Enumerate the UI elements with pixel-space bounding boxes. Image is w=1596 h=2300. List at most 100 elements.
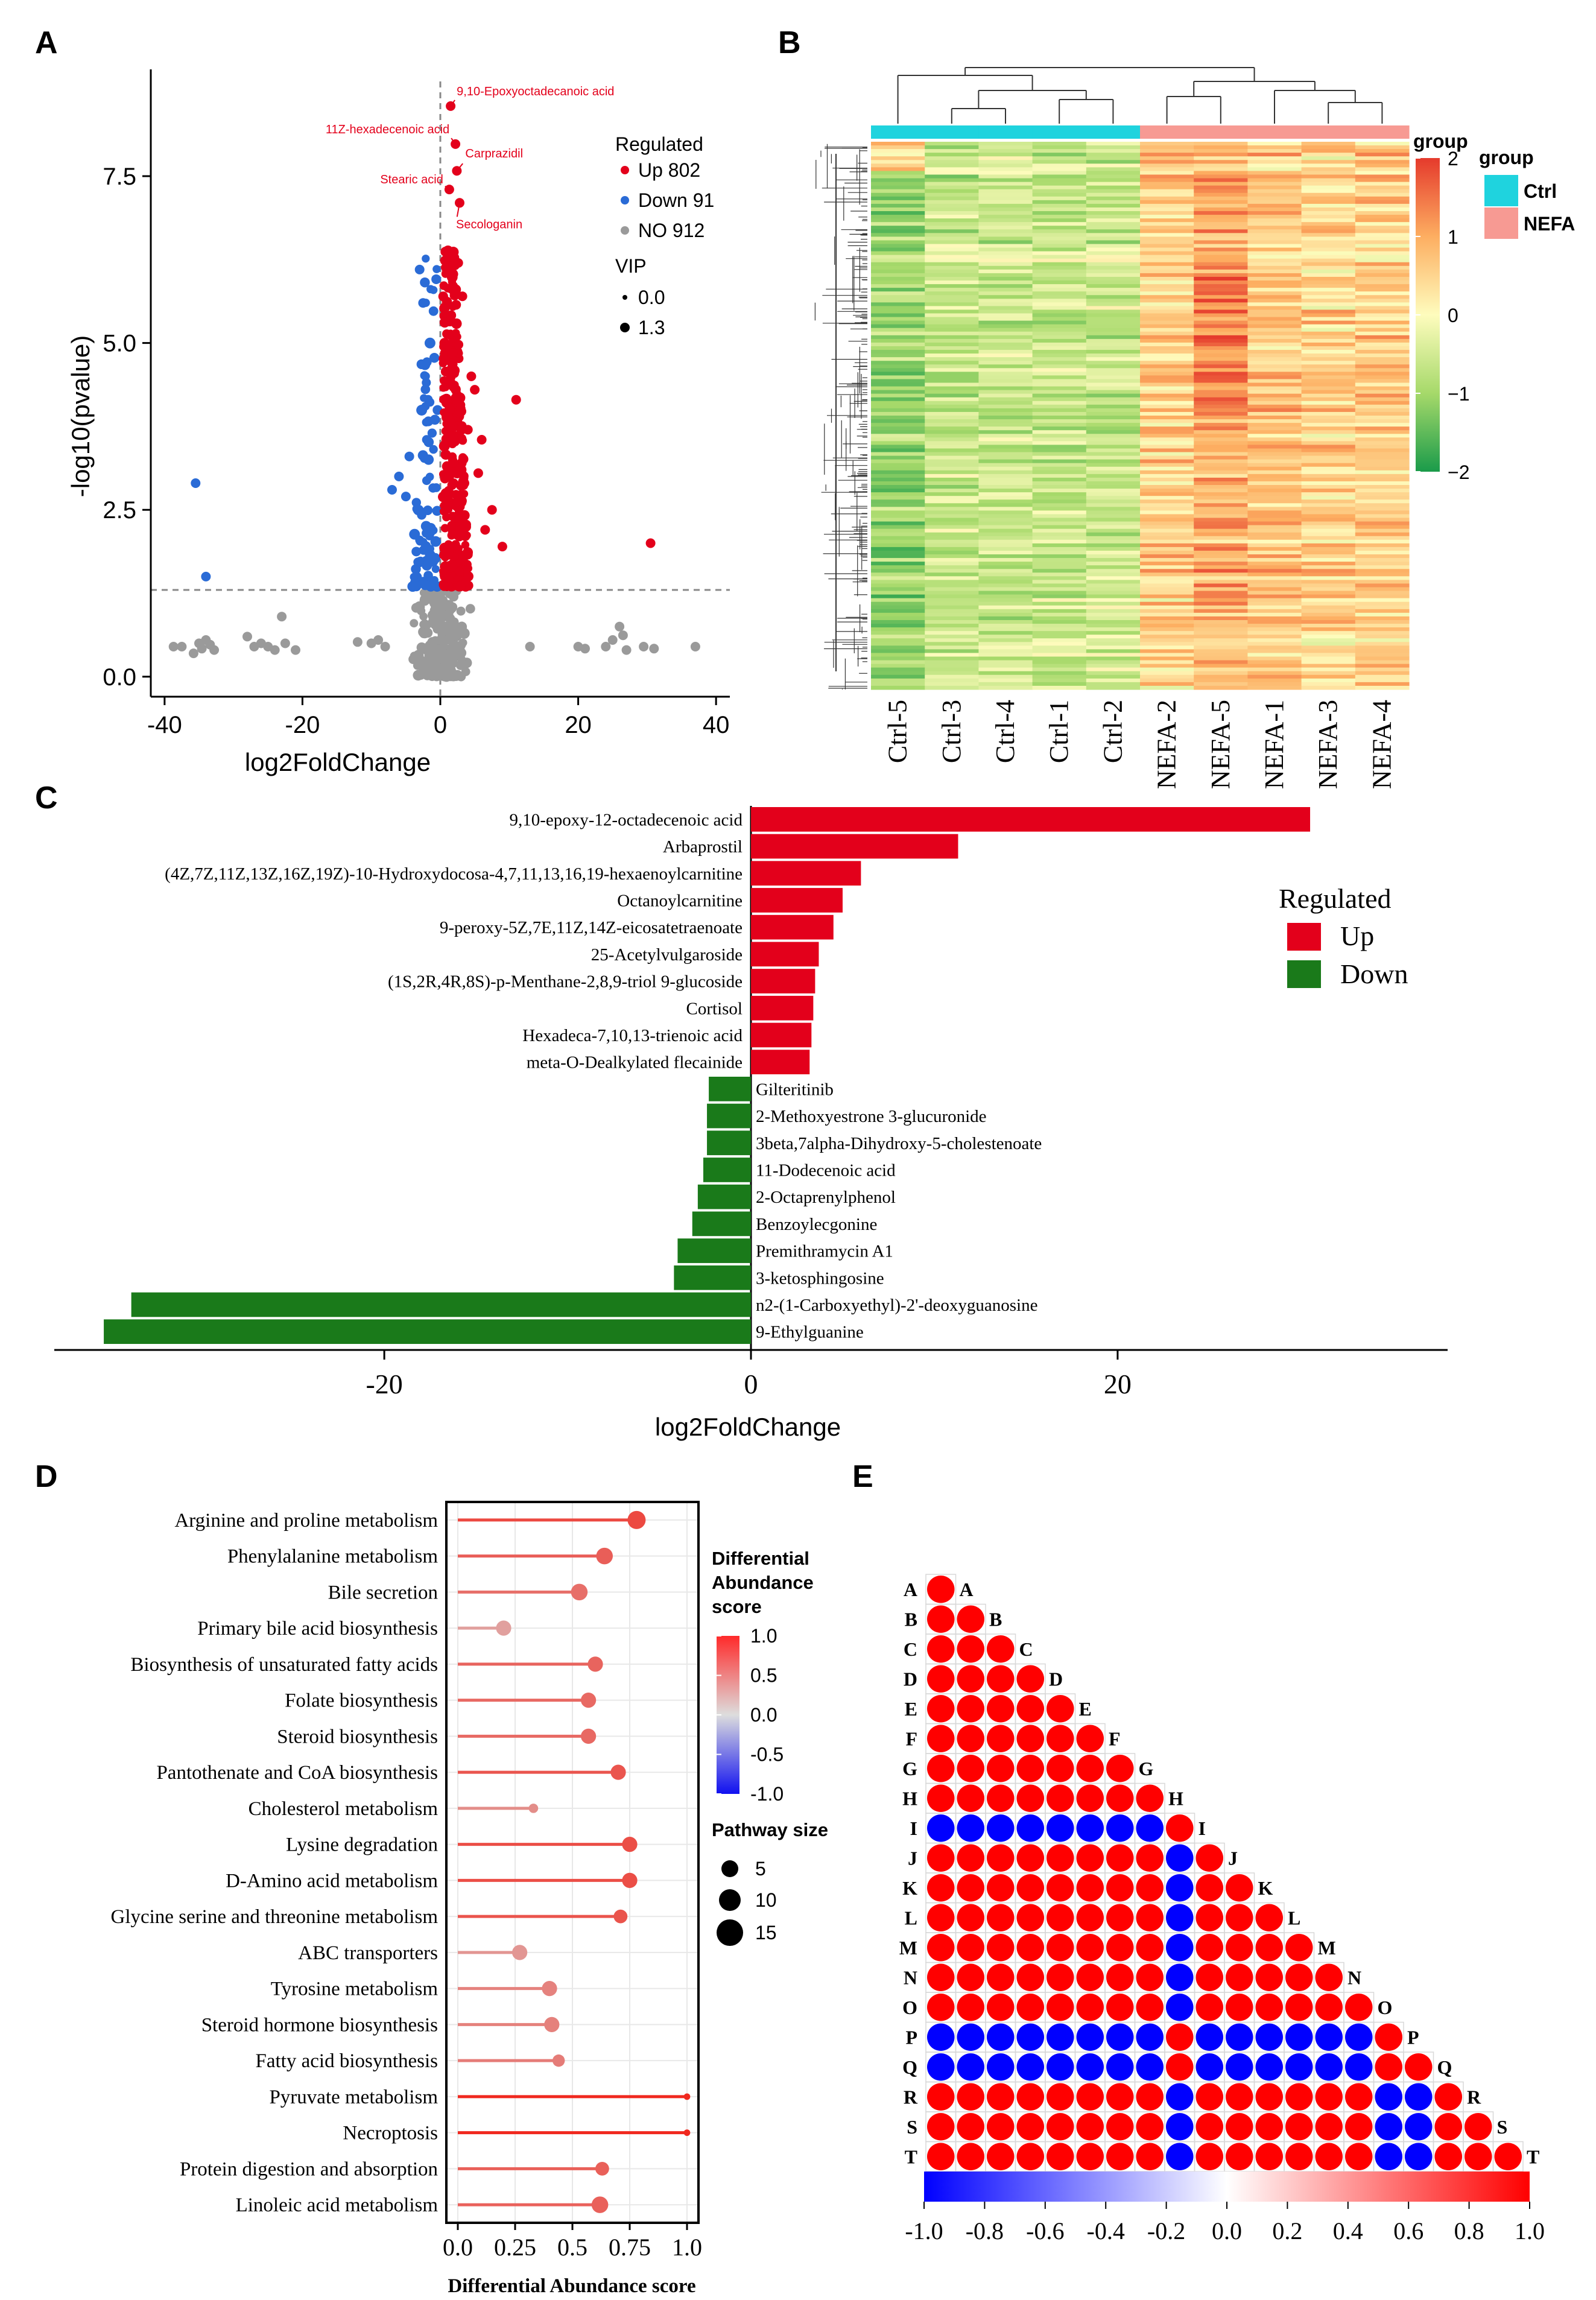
heatmap-cell (925, 594, 979, 599)
heatmap-cell (1140, 562, 1194, 566)
corr-circle (957, 2112, 985, 2141)
corr-circle (926, 2083, 955, 2111)
heatmap-cell (1140, 496, 1194, 500)
heatmap-cell (1140, 635, 1194, 639)
volcano-point-up (452, 498, 461, 507)
group-annotation-bar (871, 125, 1410, 139)
heatmap-cell (1194, 309, 1248, 314)
group-bar-cell (1032, 125, 1087, 139)
heatmap-cell (1194, 346, 1248, 350)
heatmap-cell (1140, 178, 1194, 183)
volcano-point-up (446, 431, 457, 442)
heatmap-cell (978, 174, 1033, 179)
heatmap-cell (1086, 459, 1141, 464)
volcano-point-up (438, 291, 448, 302)
heatmap-cell (925, 306, 979, 311)
heatmap-cell (1355, 229, 1410, 233)
heatmap-cell (1247, 554, 1302, 559)
heatmap-cell (1355, 434, 1410, 438)
heatmap-cell (871, 645, 925, 650)
heatmap-cell (871, 514, 925, 519)
heatmap-cell (978, 372, 1033, 376)
corr-circle (1106, 1844, 1134, 1872)
heatmap-cell (925, 656, 979, 661)
corr-circle (1285, 2143, 1313, 2171)
heatmap-cell (1194, 244, 1248, 249)
heatmap-cell (1032, 149, 1087, 153)
heatmap-cell (1194, 674, 1248, 679)
heatmap-cell (1086, 200, 1141, 204)
corr-circle (926, 1575, 955, 1603)
legend-no: NO 912 (638, 220, 705, 241)
heatmap-cell (1140, 200, 1194, 204)
heatmap-cell (1301, 627, 1356, 632)
heatmap-cell (1301, 240, 1356, 245)
corr-diag-label: C (1019, 1638, 1033, 1660)
corr-circle (1076, 2053, 1104, 2081)
lollipop-dot (613, 1909, 628, 1924)
heatmap-cell (1086, 171, 1141, 176)
heatmap-cell (978, 554, 1033, 559)
heatmap-cell (1194, 660, 1248, 665)
corr-circle (1076, 1725, 1104, 1753)
heatmap-cell (978, 474, 1033, 478)
heatmap-cell (1194, 466, 1248, 471)
heatmap-cell (978, 441, 1033, 446)
heatmap-cell (1086, 163, 1141, 168)
heatmap-cell (1194, 423, 1248, 427)
heatmap-cell (1194, 215, 1248, 219)
fc-x-tick-label: -20 (366, 1369, 402, 1399)
heatmap-cell (871, 226, 925, 230)
size-legend-title: Pathway size (712, 1819, 828, 1840)
heatmap-cell (1032, 240, 1087, 245)
heatmap-cell (1140, 284, 1194, 288)
fc-x-tick-label: 20 (1104, 1369, 1132, 1399)
heatmap-cell (1194, 306, 1248, 311)
heatmap-cell (1032, 550, 1087, 555)
corr-diag-label: H (1168, 1787, 1183, 1809)
heatmap-cell (871, 612, 925, 617)
heatmap-cell (925, 404, 979, 409)
fc-bars (104, 806, 1311, 1350)
heatmap-cell (1194, 682, 1248, 686)
volcano-point-down (191, 478, 201, 488)
heatmap-cell (925, 411, 979, 416)
volcano-points (168, 101, 700, 682)
heatmap-cell (1032, 612, 1087, 617)
heatmap-cell (1194, 229, 1248, 233)
volcano-point-no (188, 648, 198, 659)
volcano-point-up (460, 478, 469, 488)
heatmap-cell (1032, 200, 1087, 204)
heatmap-cell (1140, 572, 1194, 577)
heatmap-cell (1140, 273, 1194, 277)
heatmap-cell (978, 203, 1033, 208)
heatmap-cell (925, 441, 979, 446)
corr-circle (1195, 2112, 1224, 2141)
fc-axis: -20 0 20 (54, 1349, 1448, 1399)
heatmap-cell (1355, 258, 1410, 263)
volcano-point-no (439, 613, 448, 622)
heatmap-cell (1355, 416, 1410, 420)
heatmap-cell (925, 601, 979, 606)
corr-circle (1136, 2143, 1164, 2171)
heatmap-cell (1140, 346, 1194, 350)
heatmap-cell (925, 364, 979, 369)
heatmap-cell (925, 299, 979, 303)
group-bar-cell (978, 125, 1033, 139)
volcano-point-up (442, 513, 451, 522)
heatmap-cell (1355, 145, 1410, 150)
heatmap-cell (925, 288, 979, 292)
heatmap-cell (1032, 642, 1087, 646)
legend-swatch-no (621, 226, 629, 235)
heatmap-cell (1086, 379, 1141, 384)
heatmap-cell (925, 685, 979, 690)
volcano-point-up (450, 552, 459, 561)
heatmap-cell (978, 645, 1033, 650)
heatmap-cell (1194, 361, 1248, 365)
heatmap-cell (1247, 211, 1302, 215)
heatmap-cell (925, 518, 979, 522)
heatmap-cell (1086, 338, 1141, 343)
volcano-point-up (477, 435, 487, 445)
heatmap-cell (1140, 240, 1194, 245)
volcano-point-up (446, 405, 455, 414)
